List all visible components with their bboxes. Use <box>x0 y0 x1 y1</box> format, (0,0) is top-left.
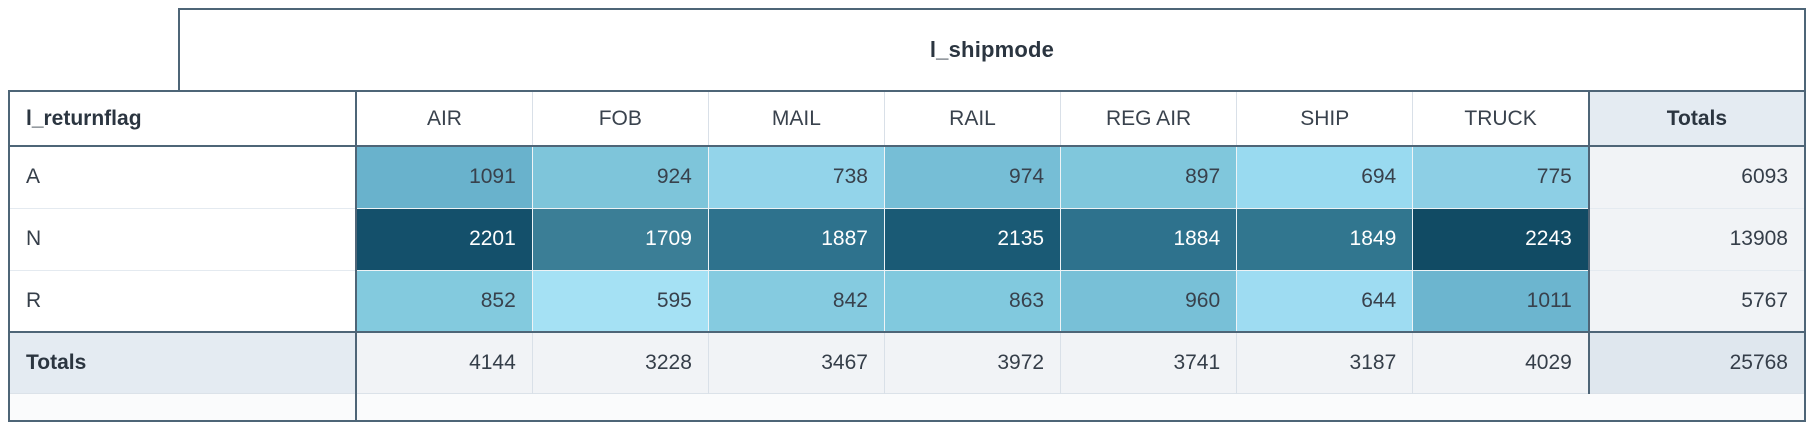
value-cell[interactable]: 852 <box>356 270 533 333</box>
table-row: A 1091 924 738 974 897 694 775 6093 <box>9 146 1805 209</box>
column-header[interactable]: RAIL <box>884 91 1062 147</box>
value-cell[interactable]: 863 <box>884 270 1062 333</box>
value-cell[interactable]: 2201 <box>356 208 533 271</box>
grand-total-cell[interactable]: 25768 <box>1587 331 1805 393</box>
row-label[interactable]: R <box>9 270 358 333</box>
column-group-header: l_shipmode <box>178 8 1806 90</box>
value-cell[interactable]: 694 <box>1236 146 1414 209</box>
value-cell[interactable]: 924 <box>532 146 709 209</box>
row-total-cell[interactable]: 13908 <box>1587 208 1805 271</box>
pivot-body: A 1091 924 738 974 897 694 775 6093 N 2201 1709 1887… <box>9 146 1805 421</box>
row-totals-column-header[interactable]: Totals <box>1587 91 1805 147</box>
empty-filler-row <box>9 392 1805 421</box>
column-header[interactable]: SHIP <box>1236 91 1414 147</box>
column-totals-label[interactable]: Totals <box>9 331 358 393</box>
column-total-cell[interactable]: 3467 <box>708 331 885 393</box>
value-cell[interactable]: 775 <box>1412 146 1590 209</box>
column-header[interactable]: REG AIR <box>1060 91 1238 147</box>
value-cell[interactable]: 1887 <box>708 208 885 271</box>
value-cell[interactable]: 974 <box>884 146 1062 209</box>
row-dimension-header: l_returnflag <box>9 91 358 147</box>
table-row: N 2201 1709 1887 2135 1884 1849 2243 13908 <box>9 208 1805 271</box>
empty-filler-cell <box>9 392 358 421</box>
value-cell[interactable]: 2243 <box>1412 208 1590 271</box>
value-cell[interactable]: 1011 <box>1412 270 1590 333</box>
value-cell[interactable]: 1884 <box>1060 208 1238 271</box>
column-header[interactable]: TRUCK <box>1412 91 1590 147</box>
column-total-cell[interactable]: 3228 <box>532 331 709 393</box>
table-row: R 852 595 842 863 960 644 1011 5767 <box>9 270 1805 333</box>
column-total-cell[interactable]: 4029 <box>1412 331 1590 393</box>
header-row: l_returnflag AIR FOB MAIL RAIL REG AIR SHIP TR… <box>9 91 1805 147</box>
value-cell[interactable]: 595 <box>532 270 709 333</box>
value-cell[interactable]: 960 <box>1060 270 1238 333</box>
value-cell[interactable]: 644 <box>1236 270 1414 333</box>
column-header[interactable]: MAIL <box>708 91 885 147</box>
row-total-cell[interactable]: 5767 <box>1587 270 1805 333</box>
value-cell[interactable]: 1091 <box>356 146 533 209</box>
empty-filler-cell <box>356 392 1805 421</box>
row-total-cell[interactable]: 6093 <box>1587 146 1805 209</box>
column-totals-row: Totals 4144 3228 3467 3972 3741 3187 4029 25768 <box>9 331 1805 393</box>
row-label[interactable]: A <box>9 146 358 209</box>
column-total-cell[interactable]: 3741 <box>1060 331 1238 393</box>
value-cell[interactable]: 842 <box>708 270 885 333</box>
row-label[interactable]: N <box>9 208 358 271</box>
value-cell[interactable]: 897 <box>1060 146 1238 209</box>
value-cell[interactable]: 2135 <box>884 208 1062 271</box>
value-cell[interactable]: 738 <box>708 146 885 209</box>
column-total-cell[interactable]: 4144 <box>356 331 533 393</box>
value-cell[interactable]: 1709 <box>532 208 709 271</box>
column-header[interactable]: AIR <box>356 91 533 147</box>
column-total-cell[interactable]: 3187 <box>1236 331 1414 393</box>
pivot-table: l_returnflag AIR FOB MAIL RAIL REG AIR SHIP TR… <box>8 90 1806 422</box>
column-total-cell[interactable]: 3972 <box>884 331 1062 393</box>
column-group-title: l_shipmode <box>929 37 1055 62</box>
column-header[interactable]: FOB <box>532 91 709 147</box>
value-cell[interactable]: 1849 <box>1236 208 1414 271</box>
